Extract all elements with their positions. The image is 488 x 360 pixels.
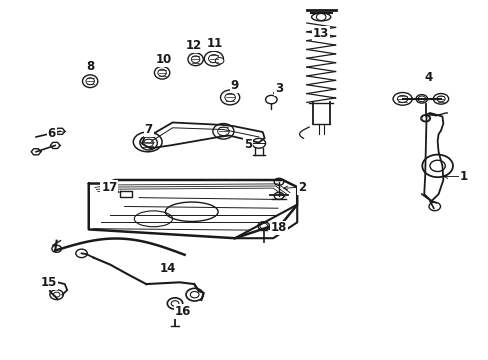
Circle shape xyxy=(52,245,61,252)
Text: 4: 4 xyxy=(424,71,432,84)
Ellipse shape xyxy=(392,93,411,105)
Ellipse shape xyxy=(82,75,98,87)
Circle shape xyxy=(215,58,224,64)
Text: 15: 15 xyxy=(41,276,57,289)
Text: 7: 7 xyxy=(144,123,152,136)
Text: 18: 18 xyxy=(270,221,286,234)
Circle shape xyxy=(422,154,452,177)
Ellipse shape xyxy=(432,94,447,104)
Text: 2: 2 xyxy=(297,181,305,194)
Circle shape xyxy=(257,222,269,230)
Circle shape xyxy=(185,288,203,301)
Circle shape xyxy=(420,115,429,122)
Text: 10: 10 xyxy=(156,53,172,66)
Text: 3: 3 xyxy=(274,82,283,95)
Ellipse shape xyxy=(140,136,157,150)
Text: 16: 16 xyxy=(175,305,191,318)
Ellipse shape xyxy=(311,13,330,21)
Ellipse shape xyxy=(204,51,223,66)
Text: 5: 5 xyxy=(244,138,252,151)
Text: 6: 6 xyxy=(48,127,56,140)
Text: 11: 11 xyxy=(206,37,223,50)
Circle shape xyxy=(274,192,283,199)
Circle shape xyxy=(415,95,427,103)
Ellipse shape xyxy=(154,66,169,79)
Circle shape xyxy=(76,249,87,258)
Text: 14: 14 xyxy=(159,262,176,275)
Circle shape xyxy=(252,138,265,148)
Ellipse shape xyxy=(187,53,203,66)
Text: 9: 9 xyxy=(230,79,239,92)
Circle shape xyxy=(50,290,63,300)
Circle shape xyxy=(265,95,277,104)
Text: 8: 8 xyxy=(86,60,94,73)
Text: 13: 13 xyxy=(312,27,328,40)
Ellipse shape xyxy=(212,123,233,139)
Text: 17: 17 xyxy=(101,181,117,194)
Text: 12: 12 xyxy=(185,39,202,52)
Text: 1: 1 xyxy=(459,170,467,183)
Ellipse shape xyxy=(133,132,162,152)
Circle shape xyxy=(274,178,283,185)
Circle shape xyxy=(428,202,440,211)
Ellipse shape xyxy=(220,90,239,105)
Circle shape xyxy=(167,298,183,309)
